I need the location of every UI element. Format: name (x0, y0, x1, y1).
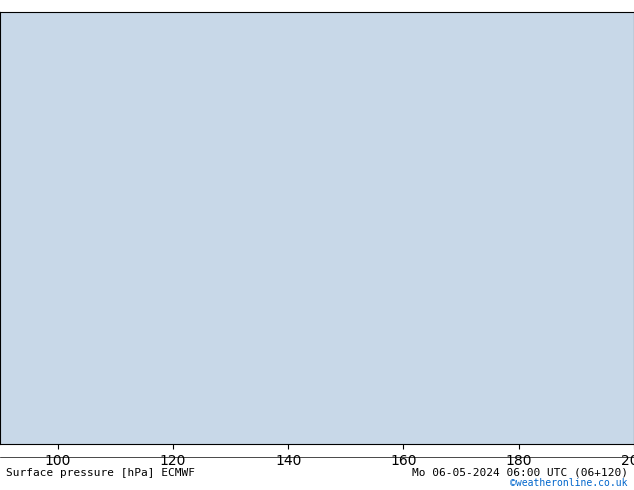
Text: Mo 06-05-2024 06:00 UTC (06+120): Mo 06-05-2024 06:00 UTC (06+120) (411, 467, 628, 478)
Text: Surface pressure [hPa] ECMWF: Surface pressure [hPa] ECMWF (6, 467, 195, 478)
Text: ©weatheronline.co.uk: ©weatheronline.co.uk (510, 478, 628, 488)
